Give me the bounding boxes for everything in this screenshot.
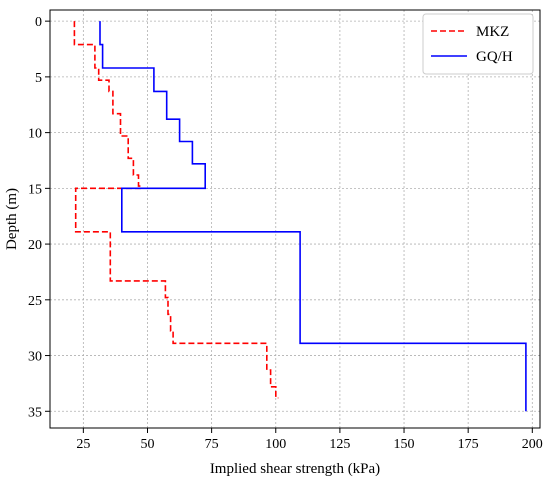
y-tick-label: 15 — [28, 182, 42, 197]
y-tick-label: 10 — [28, 127, 42, 142]
y-tick-label: 5 — [35, 71, 42, 86]
y-axis-ticks: 0 5 10 15 20 25 30 35 — [28, 15, 50, 420]
y-tick-label: 0 — [35, 15, 42, 30]
x-tick-label: 200 — [522, 437, 543, 452]
plot-area-frame — [49, 9, 541, 429]
x-tick-label: 50 — [140, 437, 154, 452]
y-tick-label: 30 — [28, 350, 42, 365]
x-tick-label: 125 — [329, 437, 350, 452]
x-tick-label: 75 — [205, 437, 219, 452]
y-tick-label: 25 — [28, 294, 42, 309]
y-tick-label: 20 — [28, 238, 42, 253]
series-layer — [73, 21, 527, 412]
x-axis-ticks: 25 50 75 100 125 150 175 200 — [76, 428, 543, 452]
legend-box — [422, 13, 534, 75]
x-tick-label: 100 — [265, 437, 286, 452]
legend-label-mkz: MKZ — [476, 24, 509, 40]
y-tick-label: 35 — [28, 405, 42, 420]
legend-label-gqh: GQ/H — [476, 49, 513, 65]
y-axis-label: Depth (m) — [4, 188, 20, 250]
legend: MKZ GQ/H — [422, 13, 534, 75]
series-line-mkz — [73, 21, 279, 399]
x-axis-label: Implied shear strength (kPa) — [210, 461, 380, 477]
series-line-gq-h — [99, 21, 527, 412]
x-tick-label: 175 — [458, 437, 479, 452]
x-tick-label: 25 — [76, 437, 90, 452]
x-tick-label: 150 — [394, 437, 415, 452]
